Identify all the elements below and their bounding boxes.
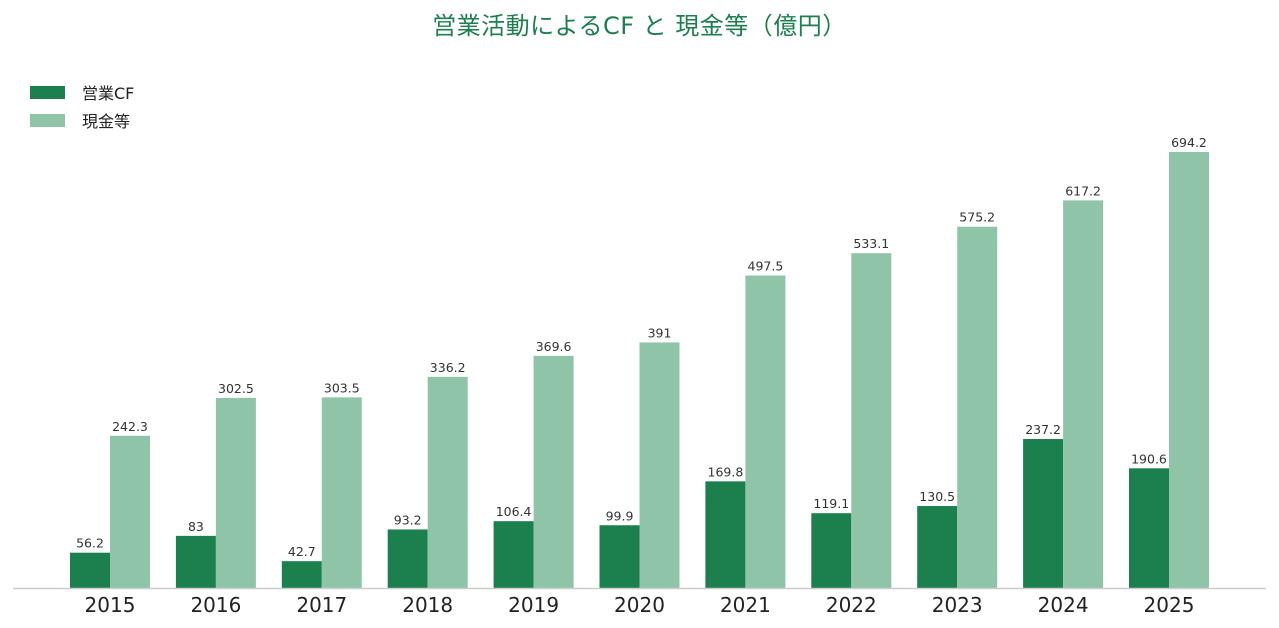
data-label-operating-cf-2023: 130.5 xyxy=(919,489,955,504)
legend-swatch-cash xyxy=(30,113,65,127)
bar-cash-2020 xyxy=(639,342,680,588)
bar-operating-cf-2020 xyxy=(599,525,640,588)
x-tick-label-2015: 2015 xyxy=(85,593,136,617)
bar-cash-2019 xyxy=(533,355,574,588)
x-tick-label-2016: 2016 xyxy=(190,593,241,617)
legend-label-operating-cf: 営業CF xyxy=(82,84,135,103)
bar-cash-2018 xyxy=(427,376,468,588)
bar-cash-2025 xyxy=(1169,152,1209,588)
legend-swatch-operating-cf xyxy=(30,85,65,99)
bar-cash-2024 xyxy=(1063,200,1104,588)
bar-cash-2021 xyxy=(745,275,786,588)
bar-cash-2015 xyxy=(110,435,150,588)
x-tick-label-2019: 2019 xyxy=(508,593,559,617)
data-label-operating-cf-2018: 93.2 xyxy=(394,512,422,527)
bar-operating-cf-2025 xyxy=(1129,468,1169,588)
data-label-operating-cf-2022: 119.1 xyxy=(813,496,849,511)
data-label-cash-2023: 575.2 xyxy=(959,210,995,225)
bar-operating-cf-2017 xyxy=(281,561,322,588)
data-label-operating-cf-2015: 56.2 xyxy=(76,536,104,551)
data-label-operating-cf-2016: 83 xyxy=(188,519,204,534)
x-tick-label-2025: 2025 xyxy=(1144,593,1195,617)
bar-cash-2016 xyxy=(215,398,256,588)
data-label-cash-2021: 497.5 xyxy=(748,259,784,274)
data-label-operating-cf-2020: 99.9 xyxy=(606,508,634,523)
data-label-cash-2025: 694.2 xyxy=(1171,135,1207,150)
x-tick-label-2020: 2020 xyxy=(614,593,665,617)
x-tick-label-2017: 2017 xyxy=(296,593,347,617)
bar-operating-cf-2018 xyxy=(387,529,428,588)
legend-item-operating-cf: 営業CF xyxy=(30,78,134,106)
data-label-cash-2015: 242.3 xyxy=(112,419,148,434)
bar-cash-2023 xyxy=(957,226,998,589)
bar-operating-cf-2022 xyxy=(811,513,852,588)
bar-operating-cf-2021 xyxy=(705,481,746,588)
bar-cash-2022 xyxy=(851,253,892,588)
x-tick-label-2021: 2021 xyxy=(720,593,771,617)
bar-operating-cf-2024 xyxy=(1023,439,1064,588)
data-label-cash-2018: 336.2 xyxy=(430,360,466,375)
data-label-operating-cf-2024: 237.2 xyxy=(1025,422,1061,437)
x-tick-label-2024: 2024 xyxy=(1038,593,1089,617)
data-label-operating-cf-2025: 190.6 xyxy=(1131,451,1167,466)
chart-title: 営業活動によるCF と 現金等（億円） xyxy=(432,12,847,40)
legend: 営業CF 現金等 xyxy=(30,78,134,134)
data-label-operating-cf-2019: 106.4 xyxy=(496,504,532,519)
data-label-cash-2016: 302.5 xyxy=(218,381,254,396)
x-tick-label-2023: 2023 xyxy=(932,593,983,617)
legend-label-cash: 現金等 xyxy=(82,112,131,131)
data-label-cash-2017: 303.5 xyxy=(324,380,360,395)
bar-operating-cf-2019 xyxy=(493,521,534,588)
bar-operating-cf-2016 xyxy=(175,535,216,588)
data-label-cash-2019: 369.6 xyxy=(536,339,572,354)
data-label-operating-cf-2021: 169.8 xyxy=(708,464,744,479)
bar-cash-2017 xyxy=(321,397,362,588)
data-label-cash-2024: 617.2 xyxy=(1065,183,1101,198)
legend-item-cash: 現金等 xyxy=(30,106,134,134)
data-label-operating-cf-2017: 42.7 xyxy=(288,544,316,559)
bar-operating-cf-2015 xyxy=(70,552,110,588)
data-label-cash-2020: 391 xyxy=(648,325,672,340)
x-tick-label-2018: 2018 xyxy=(402,593,453,617)
x-tick-label-2022: 2022 xyxy=(826,593,877,617)
data-label-cash-2022: 533.1 xyxy=(853,236,889,251)
bar-operating-cf-2023 xyxy=(917,506,958,588)
